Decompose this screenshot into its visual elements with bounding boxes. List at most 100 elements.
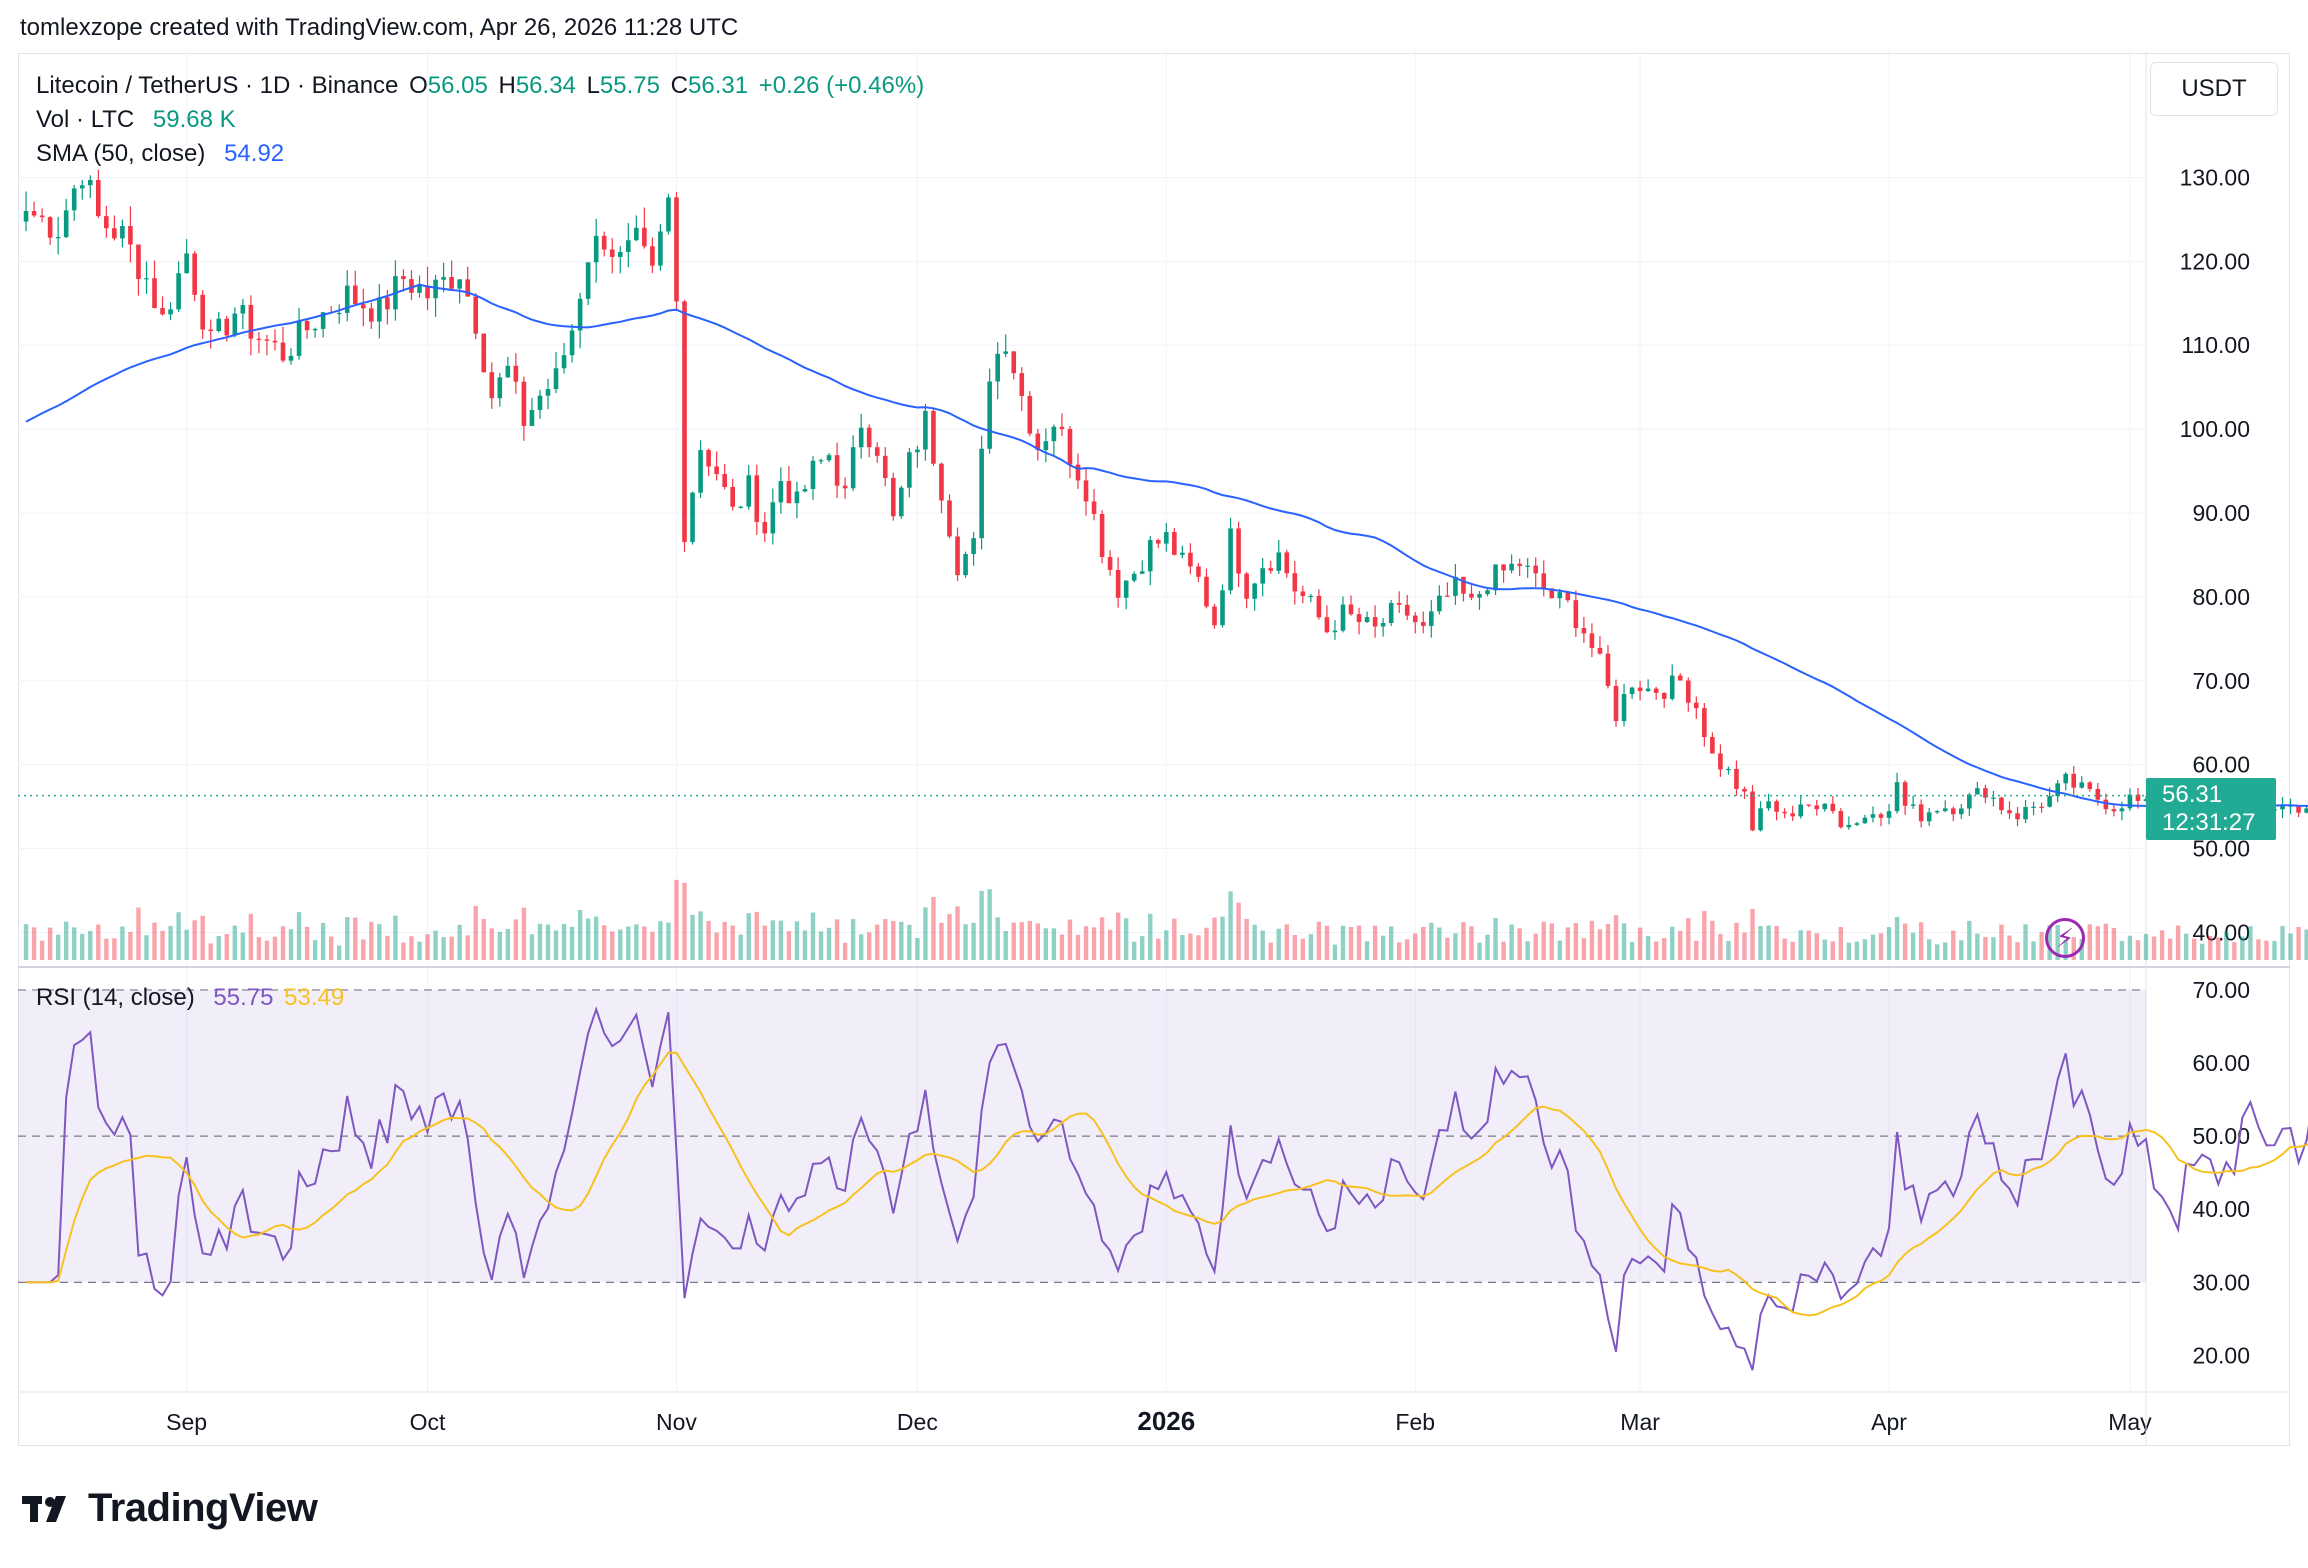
candle-body[interactable] bbox=[128, 226, 133, 245]
candle-body[interactable] bbox=[1637, 687, 1643, 692]
sma-line[interactable] bbox=[25, 283, 2308, 809]
candle-body[interactable] bbox=[1356, 614, 1362, 623]
candle-body[interactable] bbox=[1212, 606, 1217, 626]
candle-body[interactable] bbox=[136, 244, 141, 280]
candle-body[interactable] bbox=[706, 449, 711, 467]
candle-body[interactable] bbox=[1396, 602, 1402, 605]
candle-body[interactable] bbox=[1003, 351, 1009, 354]
candle-body[interactable] bbox=[1300, 591, 1306, 596]
candle-body[interactable] bbox=[2071, 773, 2077, 788]
candle-body[interactable] bbox=[433, 279, 438, 299]
candle-body[interactable] bbox=[39, 215, 45, 218]
candle-body[interactable] bbox=[1284, 552, 1290, 574]
candle-body[interactable] bbox=[1453, 576, 1458, 596]
candle-body[interactable] bbox=[794, 491, 800, 504]
candle-body[interactable] bbox=[1886, 811, 1892, 818]
candle-body[interactable] bbox=[882, 455, 888, 478]
candle-body[interactable] bbox=[858, 427, 864, 448]
candle-body[interactable] bbox=[1404, 604, 1410, 616]
candle-body[interactable] bbox=[971, 538, 976, 555]
candle-body[interactable] bbox=[23, 211, 29, 222]
candle-body[interactable] bbox=[1814, 805, 1820, 810]
candle-body[interactable] bbox=[866, 427, 872, 448]
candle-body[interactable] bbox=[1348, 604, 1354, 615]
candle-body[interactable] bbox=[481, 333, 487, 373]
candle-body[interactable] bbox=[489, 372, 495, 399]
candle-body[interactable] bbox=[1902, 782, 1908, 806]
candle-body[interactable] bbox=[1991, 797, 1996, 799]
candle-body[interactable] bbox=[1437, 595, 1442, 612]
candle-body[interactable] bbox=[1573, 600, 1579, 629]
candle-body[interactable] bbox=[1155, 540, 1161, 544]
candle-body[interactable] bbox=[1412, 615, 1418, 623]
candle-body[interactable] bbox=[1950, 808, 1956, 815]
candle-body[interactable] bbox=[2023, 807, 2028, 820]
candle-body[interactable] bbox=[272, 340, 278, 343]
candle-body[interactable] bbox=[1308, 595, 1314, 598]
candle-body[interactable] bbox=[47, 217, 53, 238]
candle-body[interactable] bbox=[842, 485, 848, 489]
candle-body[interactable] bbox=[674, 197, 679, 302]
candle-body[interactable] bbox=[1131, 573, 1137, 581]
candle-body[interactable] bbox=[2007, 810, 2012, 814]
candle-body[interactable] bbox=[1894, 782, 1900, 812]
candle-body[interactable] bbox=[1669, 675, 1675, 699]
candle-body[interactable] bbox=[1139, 571, 1145, 574]
candle-body[interactable] bbox=[834, 455, 840, 486]
candle-body[interactable] bbox=[1188, 552, 1193, 567]
candle-body[interactable] bbox=[1204, 576, 1209, 607]
candle-body[interactable] bbox=[1782, 811, 1787, 814]
candle-body[interactable] bbox=[826, 455, 832, 461]
candle-body[interactable] bbox=[979, 448, 984, 539]
candle-body[interactable] bbox=[770, 502, 776, 534]
candle-body[interactable] bbox=[601, 235, 607, 250]
candle-body[interactable] bbox=[264, 339, 270, 341]
candle-body[interactable] bbox=[1364, 617, 1370, 623]
candle-body[interactable] bbox=[1035, 433, 1041, 451]
candle-body[interactable] bbox=[1172, 532, 1177, 555]
candle-body[interactable] bbox=[1075, 464, 1081, 481]
candle-body[interactable] bbox=[569, 330, 575, 356]
candle-body[interactable] bbox=[698, 449, 703, 493]
candle-body[interactable] bbox=[1461, 576, 1466, 594]
candle-body[interactable] bbox=[1260, 568, 1265, 584]
candle-body[interactable] bbox=[1750, 791, 1755, 831]
candle-body[interactable] bbox=[625, 240, 631, 252]
candle-body[interactable] bbox=[240, 304, 246, 314]
candle-body[interactable] bbox=[1220, 590, 1225, 626]
candle-body[interactable] bbox=[802, 489, 808, 492]
candle-body[interactable] bbox=[1629, 687, 1635, 695]
candle-body[interactable] bbox=[248, 304, 254, 339]
candle-body[interactable] bbox=[120, 226, 125, 239]
candle-body[interactable] bbox=[1854, 823, 1860, 825]
candle-body[interactable] bbox=[144, 278, 149, 280]
candle-body[interactable] bbox=[1429, 611, 1434, 626]
candle-body[interactable] bbox=[1196, 566, 1201, 577]
candle-body[interactable] bbox=[1685, 680, 1691, 703]
candle-body[interactable] bbox=[931, 410, 936, 464]
candle-body[interactable] bbox=[1252, 583, 1257, 599]
candle-body[interactable] bbox=[617, 251, 623, 257]
candle-body[interactable] bbox=[634, 227, 639, 241]
candle-body[interactable] bbox=[1742, 788, 1747, 792]
candle-body[interactable] bbox=[746, 475, 752, 507]
candle-body[interactable] bbox=[1975, 788, 1980, 795]
candle-body[interactable] bbox=[1107, 557, 1113, 570]
candle-body[interactable] bbox=[505, 365, 511, 378]
candle-body[interactable] bbox=[1774, 801, 1779, 812]
candle-body[interactable] bbox=[1091, 501, 1097, 514]
candle-body[interactable] bbox=[899, 487, 904, 517]
candle-body[interactable] bbox=[690, 492, 695, 543]
candle-body[interactable] bbox=[1244, 573, 1249, 599]
candle-body[interactable] bbox=[1533, 565, 1539, 574]
candle-body[interactable] bbox=[104, 216, 109, 229]
candle-body[interactable] bbox=[288, 355, 294, 361]
candle-body[interactable] bbox=[79, 185, 85, 189]
candle-body[interactable] bbox=[473, 296, 479, 334]
candle-body[interactable] bbox=[1605, 653, 1611, 686]
candle-body[interactable] bbox=[465, 279, 470, 297]
candle-body[interactable] bbox=[1581, 628, 1587, 634]
candle-body[interactable] bbox=[963, 554, 968, 576]
candle-body[interactable] bbox=[2039, 806, 2044, 808]
candle-body[interactable] bbox=[2111, 809, 2117, 812]
